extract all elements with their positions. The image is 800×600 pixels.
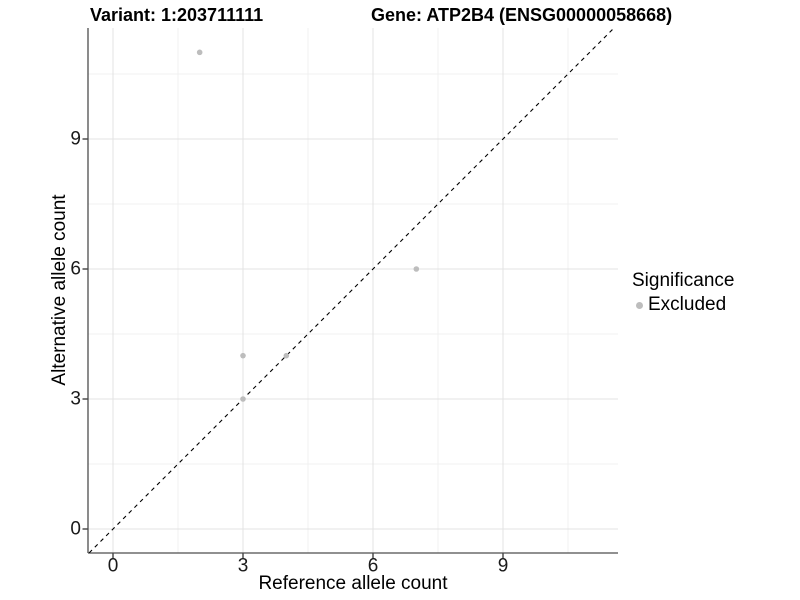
y-axis-title: Alternative allele count — [49, 194, 70, 386]
identity-line — [88, 27, 615, 554]
data-point — [413, 266, 420, 272]
legend: Significance Excluded — [632, 270, 734, 317]
legend-point-icon — [636, 301, 643, 309]
y-tick-label: 3 — [70, 388, 81, 410]
data-point — [283, 352, 290, 359]
variant-title: Variant: 1:203711111 — [90, 5, 264, 25]
data-point — [196, 49, 203, 56]
gene-title: Gene: ATP2B4 (ENSG00000058668) — [371, 5, 673, 25]
y-tick-label: 6 — [70, 258, 81, 280]
legend-item-excluded: Excluded — [632, 294, 734, 317]
x-tick-label: 6 — [367, 555, 379, 577]
data-point — [240, 396, 246, 402]
x-tick-label: 9 — [497, 555, 509, 577]
data-point — [240, 352, 246, 359]
y-tick-label: 9 — [70, 128, 81, 150]
x-axis-title: Reference allele count — [258, 573, 448, 594]
legend-item-label: Excluded — [648, 293, 727, 315]
x-tick-label: 3 — [237, 555, 249, 577]
x-tick-label: 0 — [107, 555, 119, 577]
y-tick-label: 0 — [70, 518, 81, 540]
legend-title: Significance — [632, 270, 735, 291]
